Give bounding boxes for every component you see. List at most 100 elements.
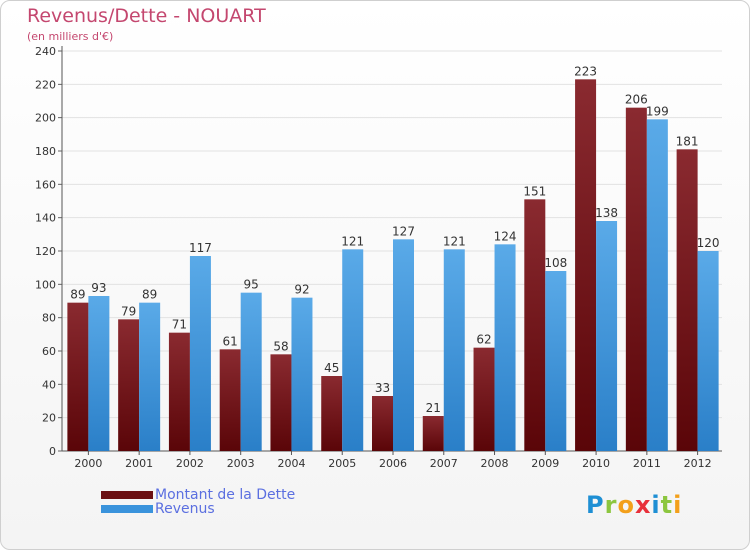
data-label-revenus: 121: [341, 234, 364, 248]
data-label-revenus: 124: [494, 229, 517, 243]
y-tick-label: 220: [35, 78, 56, 91]
bar-dette: [118, 319, 140, 451]
x-tick-label: 2007: [430, 457, 458, 470]
bar-revenus: [494, 244, 516, 451]
legend-item-revenus: Revenus: [101, 501, 215, 517]
data-label-revenus: 92: [294, 283, 309, 297]
data-label-dette: 151: [523, 184, 546, 198]
data-label-dette: 58: [273, 339, 288, 353]
logo-letter: o: [617, 491, 635, 519]
y-tick-label: 0: [49, 445, 56, 458]
x-tick-label: 2008: [481, 457, 509, 470]
bars: [67, 79, 719, 452]
bar-revenus: [139, 302, 161, 451]
bar-dette: [321, 376, 343, 451]
bar-revenus: [697, 251, 719, 451]
data-label-dette: 223: [574, 64, 597, 78]
bar-dette: [372, 396, 393, 451]
logo-letter: i: [651, 491, 661, 519]
bar-dette: [67, 302, 89, 451]
bar-revenus: [443, 249, 465, 451]
data-label-dette: 62: [476, 333, 491, 347]
bar-dette: [524, 199, 546, 451]
bar-revenus: [342, 249, 364, 451]
legend-swatch-revenus: [101, 505, 153, 513]
y-tick-label: 120: [35, 245, 56, 258]
data-label-revenus: 199: [646, 104, 669, 118]
x-tick-label: 2000: [74, 457, 102, 470]
y-tick-label: 80: [42, 312, 56, 325]
y-tick-label: 60: [42, 345, 56, 358]
data-label-revenus: 138: [595, 206, 618, 220]
bar-revenus: [240, 292, 262, 451]
bar-revenus: [393, 239, 414, 451]
x-tick-label: 2005: [328, 457, 356, 470]
data-label-dette: 181: [676, 134, 699, 148]
y-tick-label: 200: [35, 112, 56, 125]
data-label-dette: 206: [625, 93, 648, 107]
proxiti-logo: Proxiti: [586, 491, 682, 519]
bar-dette: [473, 347, 495, 451]
data-label-revenus: 120: [697, 236, 720, 250]
legend-label-dette: Montant de la Dette: [155, 487, 296, 503]
bar-dette: [270, 354, 292, 451]
bar-revenus: [646, 119, 668, 451]
legend-label-revenus: Revenus: [155, 501, 215, 517]
data-label-revenus: 95: [244, 278, 259, 292]
data-label-dette: 89: [70, 288, 85, 302]
data-label-revenus: 93: [91, 281, 106, 295]
legend-swatch-dette: [101, 491, 153, 499]
x-tick-label: 2011: [633, 457, 661, 470]
x-tick-label: 2012: [684, 457, 712, 470]
bar-dette: [219, 349, 241, 451]
data-label-dette: 71: [172, 318, 187, 332]
logo-letter: P: [586, 491, 605, 519]
bar-dette: [676, 149, 698, 452]
x-tick-label: 2003: [227, 457, 255, 470]
y-tick-label: 140: [35, 212, 56, 225]
logo-letter: i: [673, 491, 683, 519]
bar-revenus: [189, 256, 211, 451]
data-label-revenus: 117: [189, 241, 212, 255]
logo-letter: r: [604, 491, 618, 519]
chart-subtitle: (en milliers d'€): [27, 30, 114, 43]
data-label-revenus: 121: [443, 234, 466, 248]
bar-revenus: [291, 297, 313, 451]
logo-letter: x: [634, 491, 652, 519]
data-label-dette: 21: [426, 401, 441, 415]
data-label-dette: 61: [223, 334, 238, 348]
y-tick-label: 160: [35, 178, 56, 191]
x-tick-label: 2001: [125, 457, 153, 470]
bar-dette: [422, 416, 444, 451]
y-tick-label: 20: [42, 412, 56, 425]
y-tick-label: 180: [35, 145, 56, 158]
chart-title: Revenus/Dette - NOUART: [27, 5, 266, 27]
x-tick-label: 2006: [379, 457, 407, 470]
bar-revenus: [88, 296, 110, 451]
axes: 0 20 40 60 80 100 120 140 160 180 200 220 240 2000 200…: [35, 45, 722, 470]
data-label-revenus: 89: [142, 288, 157, 302]
data-label-revenus: 108: [544, 256, 567, 270]
data-label-dette: 45: [324, 361, 339, 375]
x-tick-label: 2002: [176, 457, 204, 470]
data-label-dette: 79: [121, 304, 136, 318]
y-tick-label: 100: [35, 278, 56, 291]
x-tick-label: 2004: [277, 457, 305, 470]
bar-dette: [168, 332, 190, 451]
bar-dette: [575, 79, 597, 451]
data-label-revenus: 127: [392, 224, 415, 238]
data-label-dette: 33: [375, 381, 390, 395]
bar-revenus: [545, 271, 567, 451]
legend-item-dette: Montant de la Dette: [101, 487, 295, 503]
gridlines: [62, 50, 722, 452]
data-labels: 89 93 79 89 71 117 61 95 58 92 45 121 33 127 21 121 62 12…: [70, 64, 719, 415]
y-tick-label: 240: [35, 45, 56, 58]
bar-revenus: [596, 221, 618, 451]
x-tick-label: 2009: [531, 457, 559, 470]
x-tick-label: 2010: [582, 457, 610, 470]
logo-letter: t: [660, 491, 674, 519]
y-tick-label: 40: [42, 378, 56, 391]
bar-dette: [625, 107, 647, 452]
